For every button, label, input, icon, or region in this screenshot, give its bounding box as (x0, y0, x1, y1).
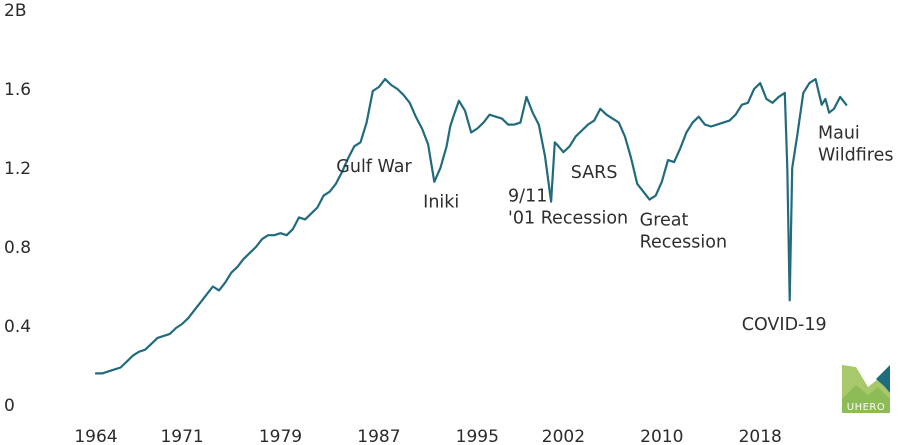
x-tick-label: 1987 (357, 427, 400, 445)
annotation-line: Wildfires (818, 145, 893, 165)
series-layer (94, 78, 848, 375)
logo-mountain-mid (842, 385, 890, 413)
y-tick-label: 2B (4, 1, 26, 21)
x-tick-label: 2018 (739, 427, 782, 445)
annotation-label: Great Recession (640, 210, 727, 252)
annotation-line: SARS (571, 163, 618, 183)
annotation-line: Gulf War (336, 157, 412, 177)
x-tick-label: 2010 (640, 427, 683, 445)
annotation-label: COVID-19 (742, 315, 827, 335)
series-line (94, 78, 848, 375)
x-tick-label: 1971 (160, 427, 203, 445)
annotations: Gulf War Iniki 9/11'01 Recession SARS Great R… (336, 123, 893, 335)
x-tick-label: 1964 (74, 427, 117, 445)
y-tick-label: 1.2 (4, 159, 31, 179)
annotation-label: Maui Wildfires (818, 123, 893, 165)
logo-text: UHERO (847, 402, 885, 413)
y-axis-ticks: 0 0.4 0.8 1.2 1.6 2B (4, 1, 31, 416)
y-tick-label: 0 (4, 396, 15, 416)
logo-mountain-dark (876, 365, 890, 393)
x-tick-label: 1979 (259, 427, 302, 445)
y-tick-label: 1.6 (4, 80, 31, 100)
annotation-label: SARS (571, 163, 618, 183)
uhero-logo: UHERO (842, 365, 890, 413)
annotation-line: Great (640, 210, 689, 230)
x-axis-ticks: 1964 1971 1979 1987 1995 2002 2010 2018 (74, 427, 781, 445)
annotation-line: Recession (640, 232, 727, 252)
annotation-line: COVID-19 (742, 315, 827, 335)
y-tick-label: 0.4 (4, 317, 31, 337)
x-tick-label: 2002 (542, 427, 585, 445)
x-tick-label: 1995 (456, 427, 499, 445)
y-tick-label: 0.8 (4, 238, 31, 258)
annotation-line: Maui (818, 123, 860, 143)
annotation-line: 9/11 (508, 187, 547, 207)
annotation-line: Iniki (423, 193, 459, 213)
annotation-label: 9/11'01 Recession (508, 187, 628, 229)
annotation-label: Iniki (423, 193, 459, 213)
annotation-line: '01 Recession (508, 209, 628, 229)
annotation-label: Gulf War (336, 157, 412, 177)
